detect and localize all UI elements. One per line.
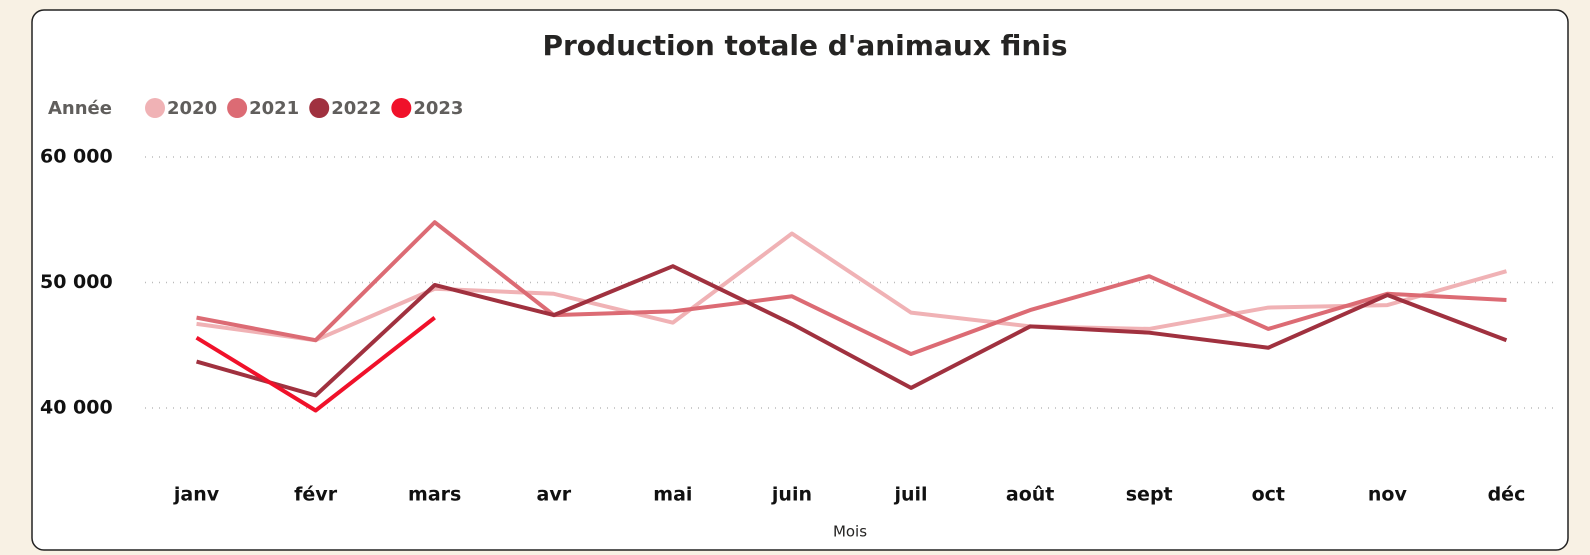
x-tick-label: juin (771, 484, 812, 506)
legend-label: 2023 (413, 98, 463, 119)
x-tick-label: oct (1252, 484, 1285, 506)
series-line (196, 231, 1508, 343)
legend-label: 2020 (167, 98, 217, 119)
series-line (195, 264, 1508, 398)
x-tick-label: août (1006, 484, 1054, 506)
y-tick-label: 60 000 (40, 145, 113, 167)
legend-swatch (227, 98, 248, 118)
legend-label: 2021 (249, 98, 299, 119)
x-tick-label: mai (653, 484, 692, 506)
x-tick-label: févr (294, 484, 338, 506)
y-tick-label: 40 000 (40, 396, 113, 418)
chart-title: Production totale d'animaux finis (542, 29, 1067, 62)
x-tick-label: nov (1368, 484, 1408, 506)
x-tick-label: janv (173, 484, 220, 506)
series-line (195, 316, 436, 413)
card (31, 9, 1569, 551)
x-tick-label: juil (894, 484, 928, 506)
legend-swatch (391, 98, 412, 118)
x-tick-label: déc (1488, 484, 1526, 506)
y-tick-label: 50 000 (40, 271, 113, 293)
legend-label: 2022 (331, 98, 381, 119)
legend-swatch (145, 98, 165, 118)
legend-title: Année (48, 98, 112, 119)
x-tick-label: avr (537, 484, 572, 506)
x-axis-title: Mois (833, 523, 867, 541)
series-line (196, 220, 1507, 357)
legend-swatch (309, 98, 330, 118)
x-tick-label: mars (408, 484, 461, 506)
x-tick-label: sept (1126, 484, 1173, 506)
